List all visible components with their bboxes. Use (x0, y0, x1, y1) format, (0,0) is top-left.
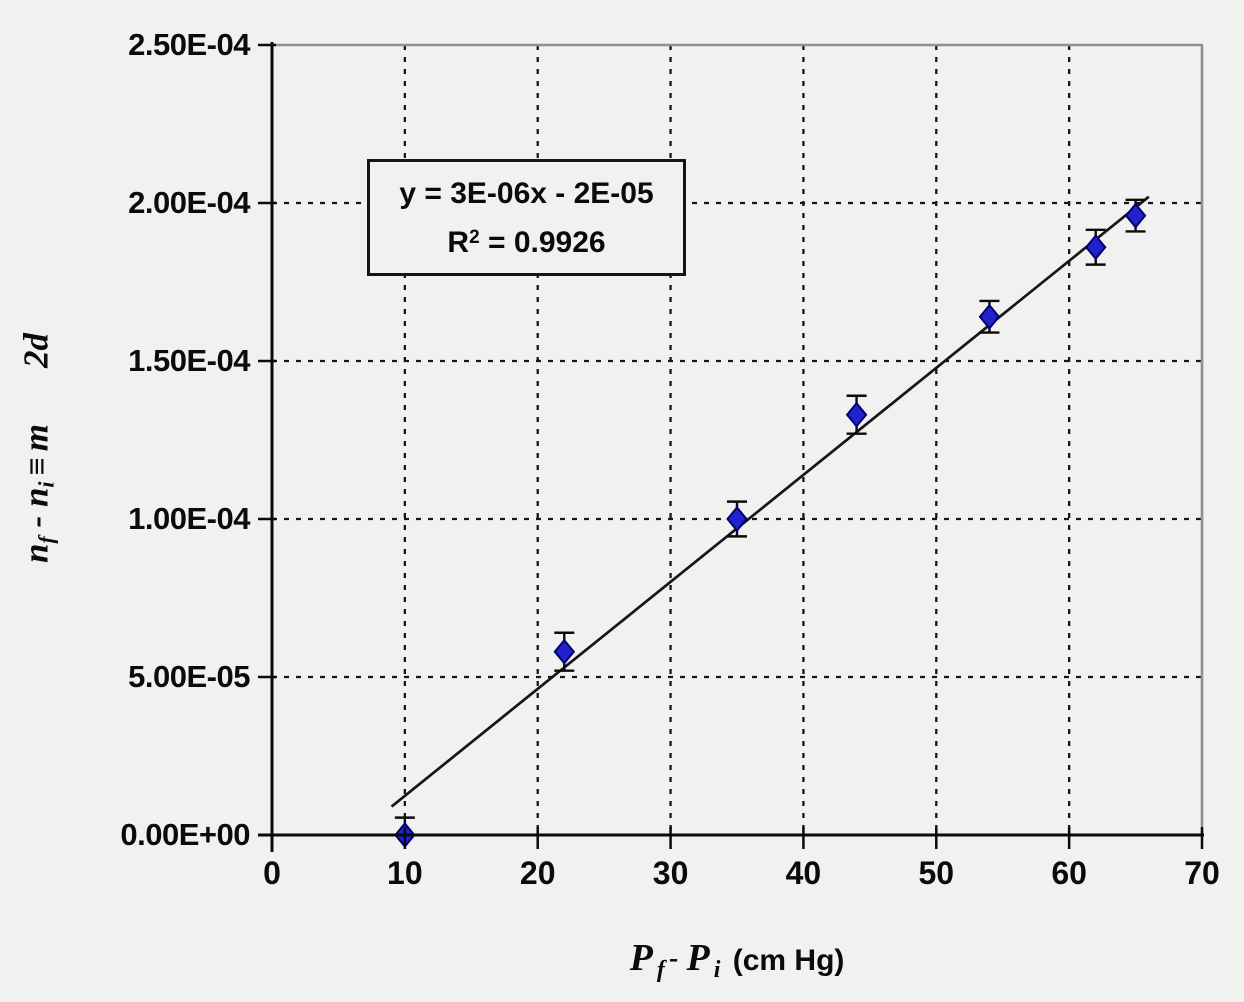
r-squared-value: R2 = 0.9926 (447, 225, 606, 259)
y-tick-label-0.00E+00: 0.00E+00 (120, 817, 250, 852)
y-title-m: m (16, 423, 56, 452)
trendline-equation-box: y = 3E-06x - 2E-05 R2 = 0.9926 (367, 159, 686, 276)
y-title-identical-sign: ≡ (18, 457, 55, 476)
x-title-sub-f: f (656, 957, 665, 983)
trendline (390, 195, 1150, 808)
error-bars (394, 198, 1146, 835)
x-tick-label-40: 40 (785, 855, 822, 891)
y-title-sub-i: i (33, 481, 59, 488)
data-point-diamond (845, 401, 868, 428)
trendline-equation: y = 3E-06x - 2E-05 (399, 176, 654, 210)
y-title-n-initial: n (16, 487, 56, 508)
y-title-sub-f: f (33, 536, 59, 544)
y-tick-label-1.50E-04: 1.50E-04 (128, 343, 250, 378)
data-point-diamond (553, 638, 576, 665)
superscript-2: 2 (469, 226, 480, 248)
x-tick-label-50: 50 (918, 855, 955, 891)
y-tick-label-2.00E-04: 2.00E-04 (128, 185, 250, 220)
x-title-sub-i: i (713, 957, 721, 983)
data-point-diamond (1084, 234, 1107, 261)
y-title-n-final: n (16, 543, 56, 564)
x-title-P-final: P (629, 937, 653, 979)
y-tick-label-2.50E-04: 2.50E-04 (128, 27, 250, 62)
y-title-2d: 2d (16, 332, 56, 368)
y-axis-title: nf - ni≡m2d (17, 333, 60, 563)
x-tick-label-20: 20 (519, 855, 556, 891)
data-point-diamond (726, 505, 748, 533)
x-tick-label-60: 60 (1051, 855, 1087, 891)
x-tick-label-0: 0 (263, 855, 281, 891)
y-tick-label-1.00E-04: 1.00E-04 (128, 501, 250, 536)
x-title-units: (cm Hg) (732, 944, 845, 977)
x-tick-label-10: 10 (387, 855, 423, 891)
data-point-diamond (1124, 202, 1147, 229)
y-title-minus: - (16, 507, 56, 537)
x-tick-label-70: 70 (1184, 855, 1220, 891)
y-tick-label-5.00E-05: 5.00E-05 (128, 659, 250, 694)
x-title-minus: - (668, 943, 679, 974)
data-point-diamond (978, 303, 1001, 330)
x-title-P-initial: P (686, 937, 710, 979)
x-tick-label-30: 30 (652, 855, 689, 891)
